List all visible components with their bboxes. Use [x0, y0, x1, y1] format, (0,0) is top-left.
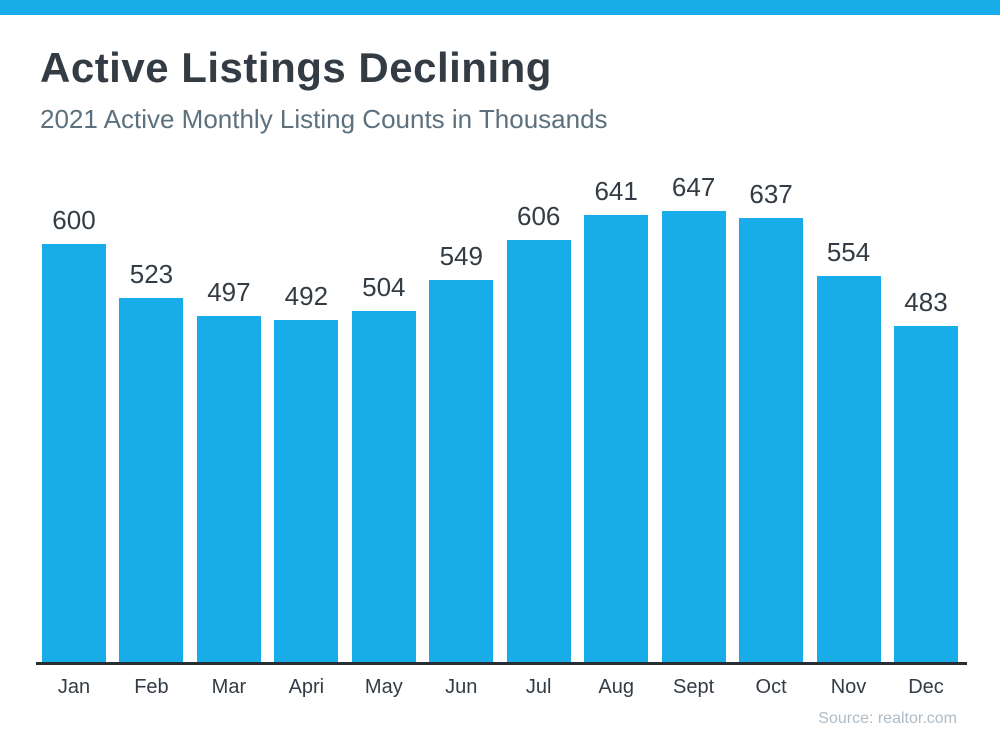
- bar: [119, 298, 184, 664]
- bar-group: 606: [506, 201, 571, 664]
- bar: [584, 215, 649, 664]
- bar-group: 637: [739, 179, 804, 664]
- bar: [42, 244, 106, 664]
- x-axis-label: Jun: [445, 676, 478, 698]
- bar-value-label: 641: [594, 176, 638, 206]
- x-axis-label: Sept: [673, 676, 715, 698]
- chart-title: Active Listings Declining: [40, 44, 552, 91]
- bar-group: 647: [661, 172, 726, 664]
- x-axis-label: Oct: [755, 676, 787, 698]
- bar-group: 483: [893, 287, 958, 664]
- source-credit: Source: realtor.com: [818, 710, 957, 727]
- bar: [274, 320, 339, 664]
- bar-value-label: 497: [207, 277, 251, 307]
- x-axis-label: Mar: [211, 676, 247, 698]
- x-axis-line: [36, 662, 967, 665]
- bar-value-label: 492: [284, 281, 329, 311]
- x-axis-label: Dec: [908, 676, 944, 698]
- bar: [196, 316, 261, 664]
- bar-value-label: 483: [904, 287, 948, 317]
- x-axis-labels: Jan Feb Mar Apri May Jun Jul Aug Sept Oct Nov Dec: [36, 676, 967, 699]
- bar-value-label: 523: [129, 259, 174, 289]
- bar-group: 497: [196, 277, 261, 664]
- bar-value-label: 504: [362, 272, 406, 302]
- bar-series: 600 523 497 492 504 549 606 641 647 637 554 483: [36, 172, 967, 664]
- bar-value-label: 647: [671, 172, 716, 202]
- bar-value-label: 600: [52, 205, 96, 235]
- bar-value-label: 606: [517, 201, 561, 231]
- bar: [351, 311, 416, 664]
- bar: [429, 280, 494, 664]
- bar-value-label: 637: [749, 179, 793, 209]
- bar-group: 504: [351, 272, 416, 664]
- bar-group: 554: [816, 237, 881, 664]
- bar-group: 492: [274, 281, 339, 664]
- bar-value-label: 549: [439, 241, 483, 271]
- x-axis-label: Aug: [598, 676, 634, 698]
- bar: [661, 211, 726, 664]
- bar: [506, 240, 571, 664]
- accent-top-bar: [0, 0, 1000, 15]
- x-axis-label: Nov: [830, 676, 867, 698]
- x-axis-label: Jan: [57, 676, 91, 698]
- bar-value-label: 554: [826, 237, 871, 267]
- bar: [816, 276, 881, 664]
- bar-group: 523: [119, 259, 184, 664]
- x-axis-label: Feb: [134, 676, 169, 698]
- x-axis-label: Apri: [288, 676, 325, 698]
- bar-group: 641: [584, 176, 649, 664]
- x-axis-label: May: [364, 676, 403, 698]
- bar: [739, 218, 804, 664]
- bar-group: 600: [42, 205, 106, 664]
- chart-subtitle: 2021 Active Monthly Listing Counts in Th…: [40, 104, 608, 134]
- bar: [893, 326, 958, 664]
- bar-group: 549: [429, 241, 494, 664]
- x-axis-label: Jul: [525, 676, 552, 698]
